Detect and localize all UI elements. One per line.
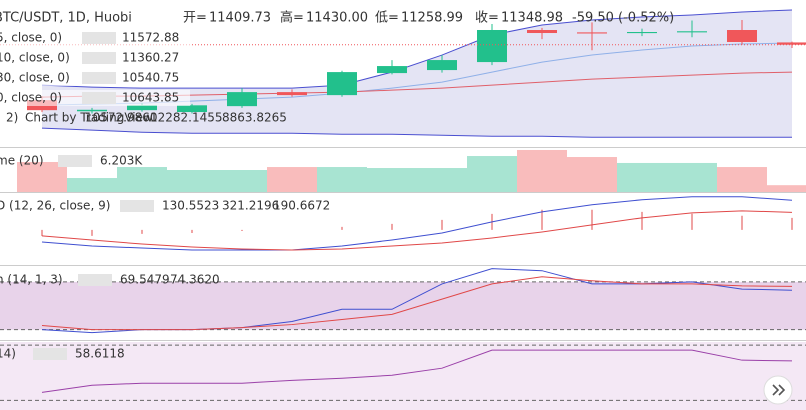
candle-body <box>377 66 407 74</box>
chart-title: BTC/USDT, 1D, Huobi <box>0 11 132 26</box>
volume-bar <box>517 149 567 192</box>
band-fill <box>0 281 806 330</box>
legend-text: 10572.9860 <box>85 111 158 125</box>
volume-bar <box>217 170 267 192</box>
legend-text: 8863.8265 <box>222 111 287 125</box>
candle-body <box>427 60 457 71</box>
candle-body <box>627 32 657 34</box>
legend-text: 69.5479 <box>120 273 170 287</box>
legend-text: Chart by TradingView <box>25 111 153 125</box>
candle-body <box>477 29 507 63</box>
ohlc-name: 低= <box>375 11 399 26</box>
candle-body <box>127 105 157 111</box>
legend-text: 321.2196 <box>222 199 279 213</box>
volume-bar <box>17 162 67 192</box>
volume-bar <box>617 162 667 192</box>
volume-bar <box>467 156 517 192</box>
legend-text: 74.3620 <box>170 273 220 287</box>
legend-icons <box>82 72 116 84</box>
legend-icons <box>33 348 67 360</box>
change-value: -59.50 (-0.52%) <box>572 11 674 26</box>
candle-body <box>727 29 757 43</box>
legend-text: h (14, 1, 3) <box>0 273 63 287</box>
candle-body <box>677 31 707 33</box>
legend-text: 6.203K <box>100 154 143 168</box>
volume-bar <box>117 167 167 192</box>
candle-body <box>177 105 207 113</box>
ohlc-name: 收= <box>475 11 499 26</box>
ohlc-value: 11409.73 <box>209 11 271 26</box>
candle-body <box>77 109 107 112</box>
volume-bar <box>567 157 617 192</box>
legend-icons <box>82 52 116 64</box>
ohlc-value: 11348.98 <box>501 11 563 26</box>
candle-body <box>277 92 307 96</box>
legend-text: 12282.1455 <box>150 111 223 125</box>
legend-text: 130.5523 <box>162 199 219 213</box>
legend-icons <box>82 32 116 44</box>
ohlc-name: 高= <box>280 10 304 26</box>
volume-bar <box>717 167 767 192</box>
band-lower <box>41 127 792 138</box>
ohlc-name: 开= <box>183 11 207 26</box>
volume-bar <box>267 167 317 192</box>
volume-bar <box>767 185 806 192</box>
band-upper <box>41 9 793 89</box>
volume-bar <box>167 170 217 192</box>
candle-body <box>227 92 257 107</box>
candle-body <box>527 29 557 34</box>
legend-text: 58.6118 <box>75 347 125 361</box>
candle-body <box>327 72 357 96</box>
legend-text: 11360.27 <box>122 51 179 65</box>
legend-text: 11572.88 <box>122 31 179 45</box>
legend-text: 10643.85 <box>122 91 179 105</box>
legend-text: 10540.75 <box>122 71 179 85</box>
candle-body <box>577 32 607 34</box>
volume-bar <box>317 167 367 192</box>
indicator-line <box>41 349 793 393</box>
indicator-line <box>41 276 793 331</box>
legend-text: 190.6672 <box>273 199 330 213</box>
legend-icons <box>120 200 154 212</box>
legend-text: 30, close, 0) <box>0 71 70 85</box>
candle-body <box>777 42 806 45</box>
legend-text: 0, close, 0) <box>0 91 62 105</box>
legend-text: me (20) <box>0 154 44 168</box>
legend-text: 5, close, 0) <box>0 31 62 45</box>
macd-line <box>41 210 793 251</box>
legend-icons <box>82 92 116 104</box>
macd-line <box>41 196 793 251</box>
legend-text: 14) <box>0 347 16 361</box>
legend-icons <box>78 274 112 286</box>
ohlc-value: 11430.00 <box>306 11 368 26</box>
volume-bar <box>67 178 117 192</box>
volume-bar <box>667 162 717 192</box>
legend-text: D (12, 26, close, 9) <box>0 199 110 213</box>
legend-text: 2) <box>6 111 18 125</box>
volume-bar <box>417 168 467 192</box>
legend-text: 10, close, 0) <box>0 51 70 65</box>
ohlc-value: 11258.99 <box>401 11 463 26</box>
pane-fill <box>0 342 806 410</box>
scroll-button[interactable] <box>763 375 793 405</box>
legend-icons <box>58 155 92 167</box>
volume-bar <box>367 168 417 192</box>
